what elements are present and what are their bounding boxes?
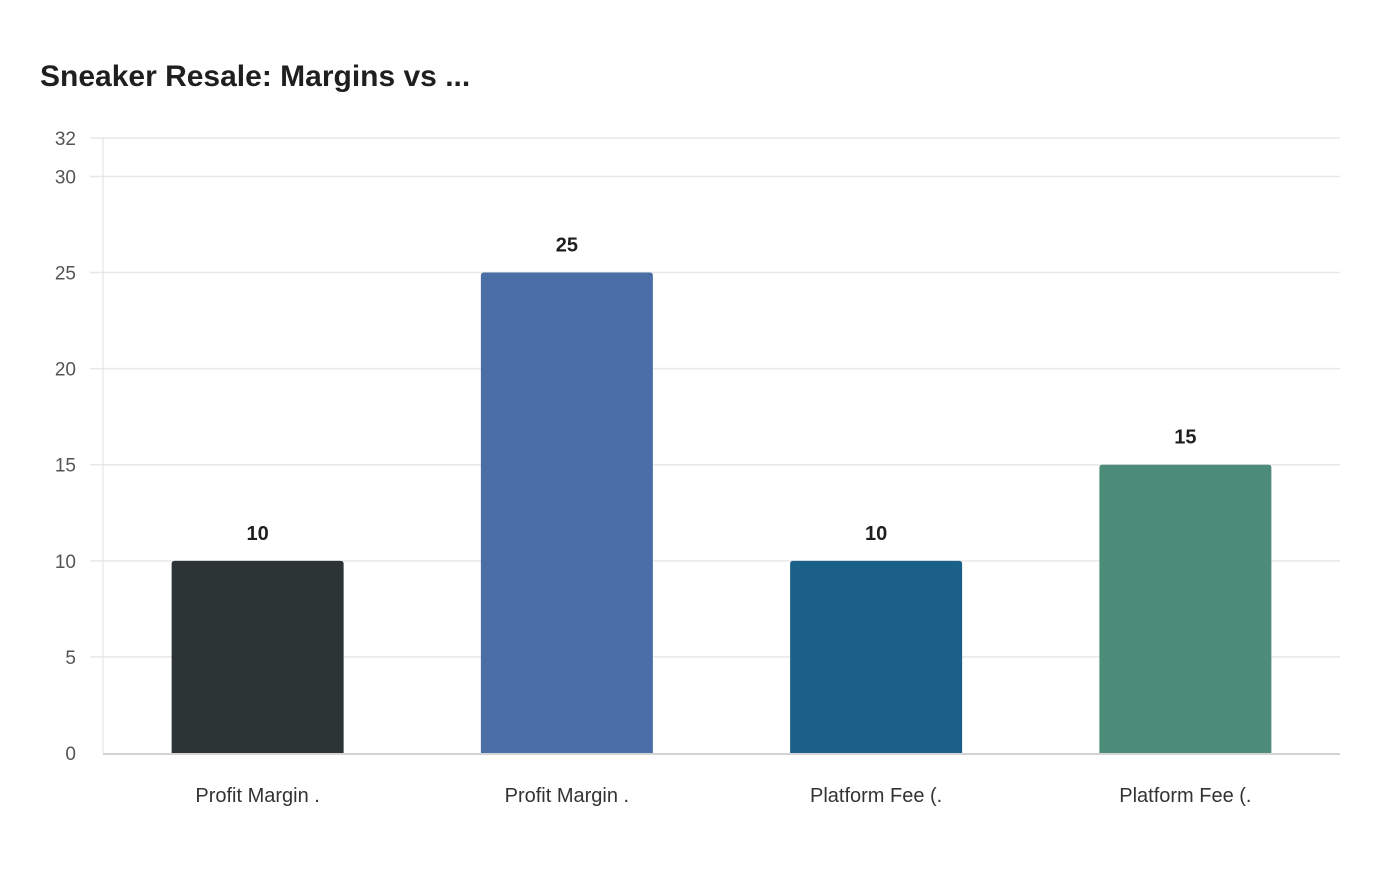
- data-label: 10: [865, 523, 887, 545]
- y-tick-label: 32: [55, 129, 76, 150]
- data-label: 25: [556, 235, 578, 257]
- x-tick-label: Platform Fee (.: [810, 785, 942, 807]
- y-tick-label: 5: [65, 648, 76, 669]
- bar: [790, 560, 963, 753]
- x-tick-label: Profit Margin .: [195, 785, 319, 807]
- bar: [1099, 464, 1272, 753]
- data-label: 15: [1174, 427, 1196, 449]
- y-tick-label: 15: [55, 456, 76, 477]
- y-tick-label: 20: [55, 360, 76, 381]
- y-tick-label: 10: [55, 552, 76, 573]
- x-tick-label: Platform Fee (.: [1119, 785, 1251, 807]
- data-label: 10: [247, 523, 269, 545]
- y-tick-label: 30: [55, 167, 76, 188]
- y-tick-label: 25: [55, 264, 76, 285]
- bar: [480, 272, 653, 753]
- bar: [171, 560, 344, 753]
- y-tick-label: 0: [65, 744, 76, 765]
- chart-title: Sneaker Resale: Margins vs ...: [40, 60, 471, 93]
- x-tick-label: Profit Margin .: [505, 785, 629, 807]
